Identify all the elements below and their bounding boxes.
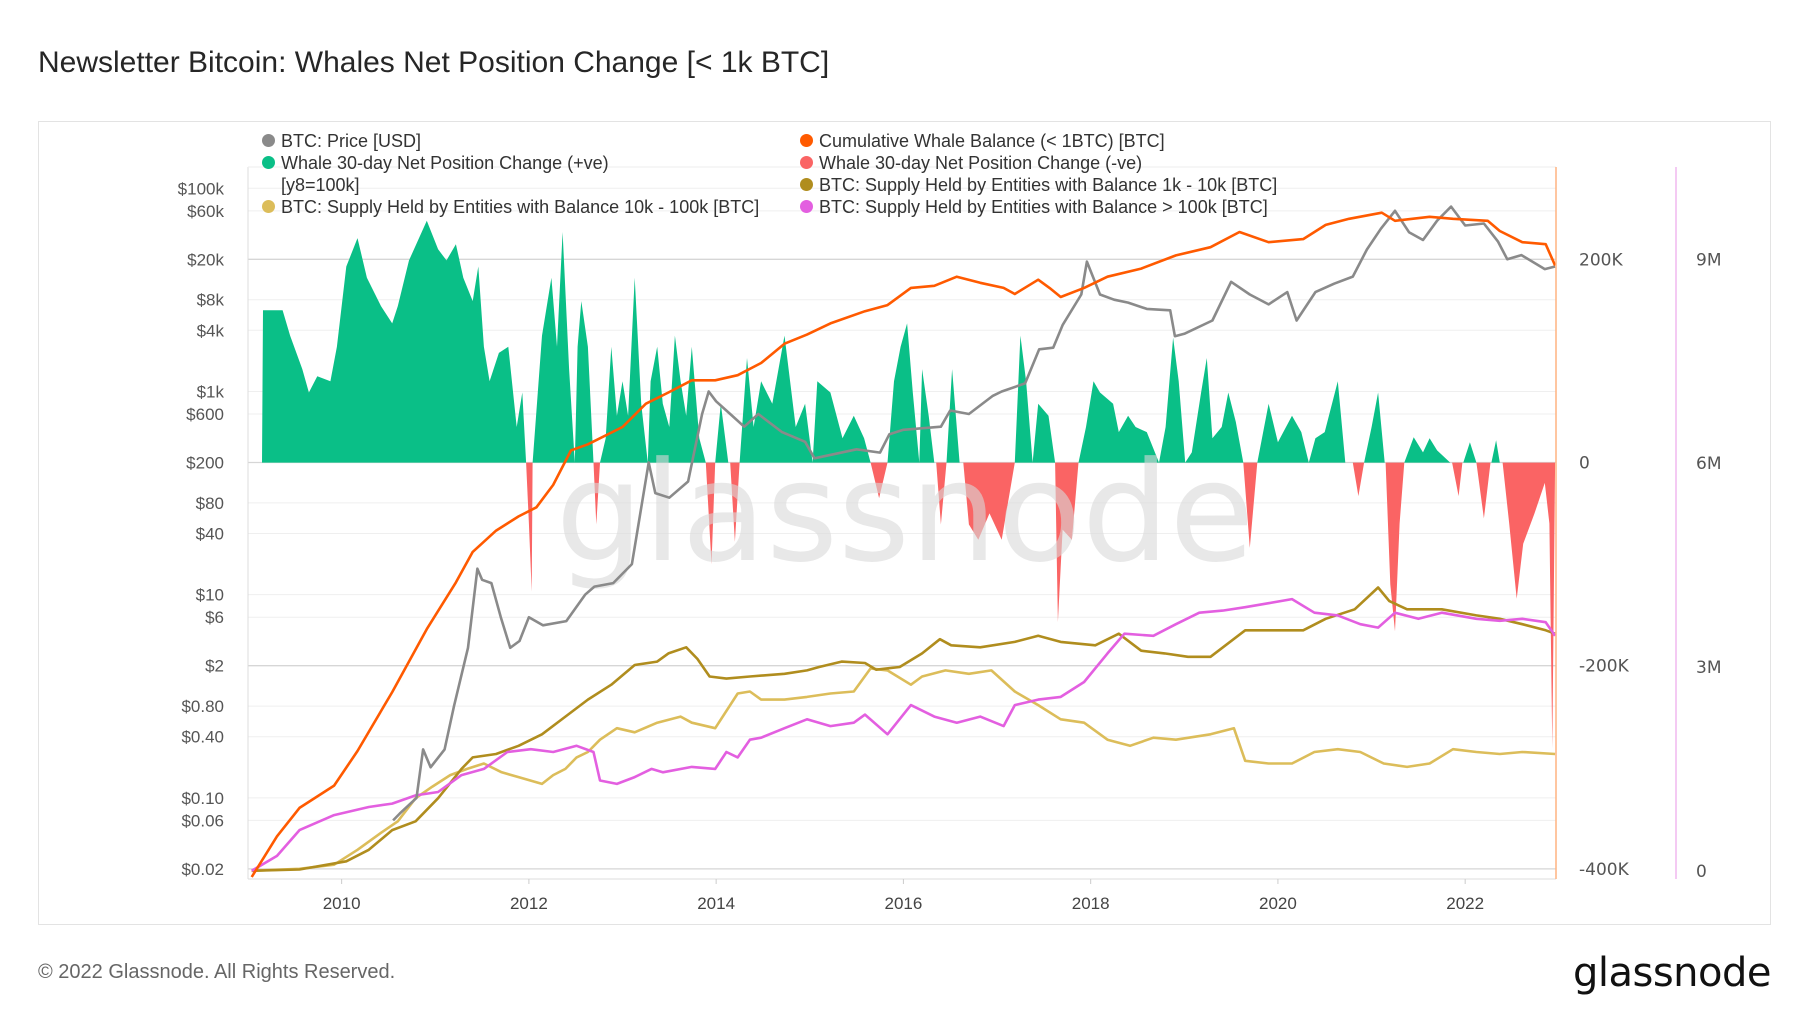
page-title: Newsletter Bitcoin: Whales Net Position … (38, 46, 830, 79)
line-series (250, 205, 1557, 878)
legend-label-text: BTC: Price [USD] (281, 131, 422, 151)
y-tick-label-price: $60k (187, 202, 224, 221)
y-tick-label-price: $40 (196, 525, 224, 544)
y-tick-label-price: $0.80 (181, 697, 224, 716)
area-series (262, 220, 1556, 748)
y-tick-label-btc: -200K (1579, 657, 1630, 677)
legend-label: BTC: Supply Held by Entities with Balanc… (281, 196, 759, 218)
legend-label-text: BTC: Supply Held by Entities with Balanc… (819, 175, 1278, 195)
y-tick-label-btc: -400K (1579, 860, 1630, 880)
legend-label-text: Cumulative Whale Balance (< 1BTC) [BTC] (819, 131, 1165, 151)
legend-label: BTC: Supply Held by Entities with Balanc… (819, 174, 1277, 196)
y-tick-label-btc: 0 (1579, 454, 1590, 474)
line-cumulative-whale-balance (250, 211, 1557, 878)
legend-dot-icon (262, 156, 275, 169)
legend-label-suffix: [y8=100k] (281, 175, 360, 195)
legend-label-text: BTC: Supply Held by Entities with Balanc… (281, 197, 760, 217)
legend-item[interactable]: BTC: Supply Held by Entities with Balanc… (800, 174, 1277, 196)
legend-label: BTC: Price [USD] (281, 130, 421, 152)
x-tick-label: 2022 (1446, 894, 1484, 913)
y-tick-label-supply: 9M (1696, 250, 1721, 270)
area-net-change-positive (262, 220, 1500, 463)
legend-dot-icon (800, 178, 813, 191)
legend-label: Whale 30-day Net Position Change (-ve) (819, 152, 1142, 174)
legend-item[interactable]: BTC: Supply Held by Entities with Balanc… (262, 196, 759, 218)
y-tick-label-price: $1k (197, 382, 225, 401)
x-tick-label: 2012 (510, 894, 548, 913)
line-supply-1k-10k (251, 586, 1556, 873)
x-tick-label: 2014 (697, 894, 735, 913)
legend-dot-icon (800, 156, 813, 169)
legend-label-text: Whale 30-day Net Position Change (+ve) (281, 153, 609, 173)
copyright: © 2022 Glassnode. All Rights Reserved. (38, 961, 396, 983)
y-tick-label-price: $0.10 (181, 789, 224, 808)
legend-label: Whale 30-day Net Position Change (+ve) [y… (281, 152, 609, 196)
y-tick-label-price: $600 (186, 405, 224, 424)
x-tick-label: 2016 (884, 894, 922, 913)
legend-label-text: BTC: Supply Held by Entities with Balanc… (819, 197, 1268, 217)
glassnode-logo: glassnode (1572, 950, 1772, 996)
y-tick-label-price: $6 (205, 608, 224, 627)
legend-label-text: Whale 30-day Net Position Change (-ve) (819, 153, 1143, 173)
line-btc-price (392, 205, 1556, 822)
legend-label: BTC: Supply Held by Entities with Balanc… (819, 196, 1268, 218)
legend-item[interactable]: Whale 30-day Net Position Change (+ve) [y… (262, 152, 609, 196)
y-tick-label-supply: 0 (1696, 862, 1707, 882)
y-tick-label-price: $4k (197, 321, 225, 340)
legend-dot-icon (262, 134, 275, 147)
chart-frame (38, 121, 1771, 925)
x-tick-label: 2020 (1259, 894, 1297, 913)
x-tick-label: 2018 (1072, 894, 1110, 913)
y-tick-label-price: $0.40 (181, 728, 224, 747)
y-tick-label-price: $0.06 (181, 811, 224, 830)
legend-item[interactable]: BTC: Price [USD] (262, 130, 421, 152)
y-tick-label-price: $2 (205, 657, 224, 676)
y-tick-label-btc: 200K (1579, 250, 1623, 270)
y-tick-label-price: $20k (187, 250, 224, 269)
y-tick-label-price: $100k (178, 179, 225, 198)
y-tick-label-supply: 6M (1696, 454, 1721, 474)
legend-dot-icon (800, 134, 813, 147)
y-tick-label-price: $80 (196, 494, 224, 513)
axes: $100k$60k$20k$8k$4k$1k$600$200$80$40$10$… (178, 166, 1721, 913)
y-tick-label-supply: 3M (1696, 658, 1721, 678)
watermark: glassnode (556, 432, 1255, 593)
legend-dot-icon (262, 200, 275, 213)
legend-item[interactable]: Whale 30-day Net Position Change (-ve) (800, 152, 1142, 174)
y-tick-label-price: $200 (186, 453, 224, 472)
legend-label: Cumulative Whale Balance (< 1BTC) [BTC] (819, 130, 1165, 152)
y-tick-label-price: $8k (197, 291, 225, 310)
legend-item[interactable]: Cumulative Whale Balance (< 1BTC) [BTC] (800, 130, 1165, 152)
line-supply-10k-100k (251, 667, 1556, 873)
line-supply-over-100k (251, 597, 1557, 872)
x-tick-label: 2010 (323, 894, 361, 913)
legend-dot-icon (800, 200, 813, 213)
legend-item[interactable]: BTC: Supply Held by Entities with Balanc… (800, 196, 1268, 218)
y-tick-label-price: $10 (196, 586, 224, 605)
y-tick-label-price: $0.02 (181, 860, 224, 879)
